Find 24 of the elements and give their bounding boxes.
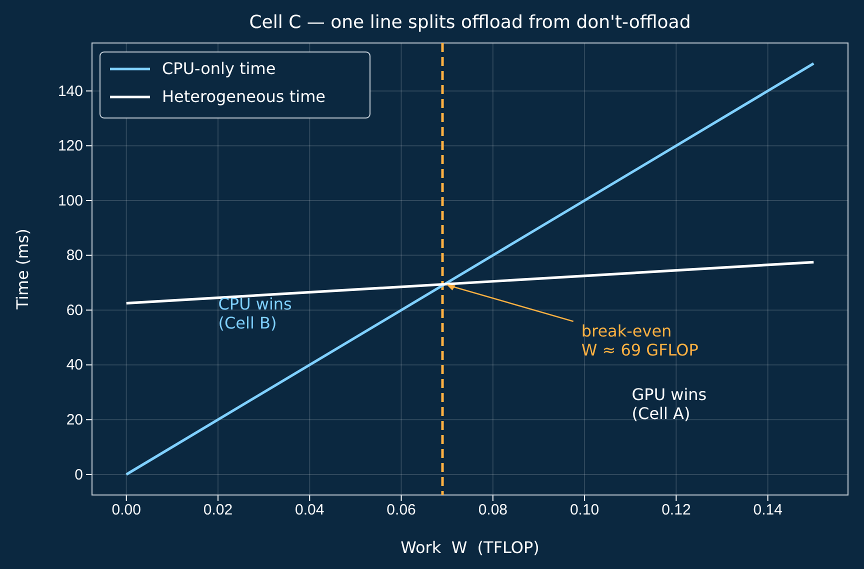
y-tick-label: 140	[58, 82, 83, 100]
x-tick-label: 0.04	[295, 502, 324, 519]
x-tick-label: 0.08	[478, 502, 508, 519]
y-tick-label: 120	[58, 138, 83, 155]
x-tick-label: 0.14	[753, 502, 782, 519]
y-tick-label: 100	[58, 192, 83, 210]
y-tick-label: 60	[66, 302, 83, 319]
y-tick-label: 40	[66, 356, 83, 374]
annotation: break-even W ≈ 69 GFLOP	[581, 321, 699, 360]
annotation: GPU wins (Cell A)	[632, 385, 707, 424]
x-tick-label: 0.00	[112, 502, 141, 519]
y-tick-label: 80	[66, 247, 83, 264]
x-tick-label: 0.10	[570, 502, 600, 519]
x-tick-label: 0.06	[386, 502, 416, 519]
x-tick-label: 0.12	[662, 502, 691, 519]
annotation: CPU wins (Cell B)	[218, 294, 292, 333]
x-axis-title: Work W (TFLOP)	[400, 538, 540, 557]
y-tick-label: 0	[74, 466, 83, 484]
legend-label: Heterogeneous time	[162, 87, 326, 106]
y-axis-title: Time (ms)	[13, 228, 32, 310]
x-tick-label: 0.02	[203, 502, 233, 519]
chart-title: Cell C — one line splits offload from don't-offload	[249, 12, 691, 33]
y-tick-label: 20	[66, 411, 83, 428]
legend-label: CPU-only time	[162, 59, 276, 78]
